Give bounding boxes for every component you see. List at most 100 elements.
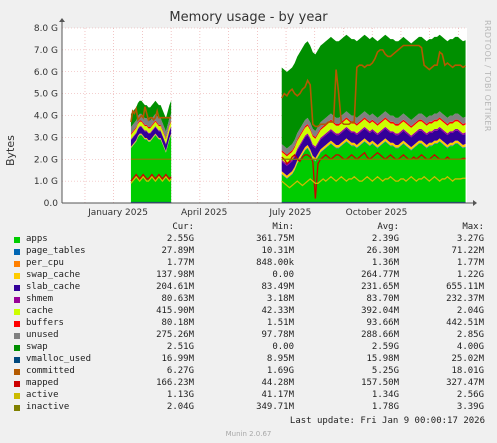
legend-row-slab_cache: slab_cache 204.61M 83.49M 231.65M 655.11M	[12, 282, 492, 294]
legend-swatch	[14, 309, 20, 315]
legend-value-cur: 6.27G	[166, 366, 194, 376]
legend-header-cur: Cur:	[172, 222, 194, 232]
legend-row-shmem: shmem 80.63M 3.18M 83.70M 232.37M	[12, 294, 492, 306]
legend-name: vmalloc_used	[26, 354, 92, 364]
line-active	[281, 175, 466, 189]
legend-value-cur: 2.55G	[166, 234, 194, 244]
legend-row-swap_cache: swap_cache 137.98M 0.00 264.77M 1.22G	[12, 270, 492, 282]
legend-value-max: 3.39G	[456, 402, 484, 412]
legend-row-buffers: buffers 80.18M 1.51M 93.66M 442.51M	[12, 318, 492, 330]
area-swap	[281, 34, 466, 149]
legend-row-committed: committed 6.27G 1.69G 5.25G 18.01G	[12, 366, 492, 378]
legend-value-max: 71.22M	[451, 246, 484, 256]
legend-value-max: 442.51M	[446, 318, 484, 328]
legend-value-cur: 2.51G	[166, 342, 194, 352]
legend-row-page_tables: page_tables 27.89M 10.31M 26.30M 71.22M	[12, 246, 492, 258]
legend-name: per_cpu	[26, 258, 64, 268]
legend-row-mapped: mapped 166.23M 44.28M 157.50M 327.47M	[12, 378, 492, 390]
legend-name: swap	[26, 342, 48, 352]
legend-value-max: 1.77M	[456, 258, 484, 268]
legend-swatch	[14, 393, 20, 399]
legend-name: inactive	[26, 402, 70, 412]
legend-swatch	[14, 261, 20, 267]
legend-swatch	[14, 405, 20, 411]
legend-value-max: 4.00G	[456, 342, 484, 352]
legend-value-min: 1.69G	[266, 366, 294, 376]
legend-name: buffers	[26, 318, 64, 328]
legend-value-avg: 83.70M	[366, 294, 399, 304]
chart-title: Memory usage - by year	[169, 10, 328, 25]
legend-row-per_cpu: per_cpu 1.77M 848.00k 1.36M 1.77M	[12, 258, 492, 270]
legend-value-min: 0.00	[272, 342, 294, 352]
x-tick-label: January 2025	[87, 208, 148, 218]
legend-value-avg: 15.98M	[366, 354, 399, 364]
legend-value-min: 97.78M	[261, 330, 294, 340]
legend-value-cur: 2.04G	[166, 402, 194, 412]
legend-value-avg: 1.34G	[371, 390, 399, 400]
area-apps	[130, 135, 172, 203]
area-slab_cache	[130, 127, 172, 152]
legend-value-max: 25.02M	[451, 354, 484, 364]
x-axis-arrow	[473, 200, 477, 206]
legend-name: shmem	[26, 294, 54, 304]
legend-header-avg: Avg:	[377, 222, 399, 232]
legend-name: mapped	[26, 378, 59, 388]
legend-value-cur: 80.63M	[161, 294, 194, 304]
munin-footer: Munin 2.0.67	[225, 430, 272, 438]
legend-name: page_tables	[26, 246, 86, 256]
legend-swatch	[14, 249, 20, 255]
legend-value-avg: 2.59G	[371, 342, 399, 352]
legend-name: apps	[26, 234, 48, 244]
legend-value-avg: 288.66M	[361, 330, 399, 340]
y-tick-label: 6.0 G	[34, 68, 58, 78]
y-tick-label: 2.0 G	[34, 155, 58, 165]
legend-value-min: 848.00k	[256, 258, 294, 268]
last-update: Last update: Fri Jan 9 00:00:17 2026	[289, 416, 485, 426]
legend-swatch	[14, 333, 20, 339]
rrdtool-watermark: RRDTOOL / TOBI OETIKER	[483, 20, 492, 132]
legend-value-max: 2.04G	[456, 306, 484, 316]
legend-value-max: 232.37M	[446, 294, 484, 304]
legend-value-max: 1.22G	[456, 270, 484, 280]
legend-value-min: 42.33M	[261, 306, 294, 316]
legend-swatch	[14, 357, 20, 363]
legend-value-avg: 93.66M	[366, 318, 399, 328]
legend-swatch	[14, 237, 20, 243]
legend-name: cache	[26, 306, 54, 316]
legend-value-cur: 16.99M	[161, 354, 194, 364]
legend-value-min: 1.51M	[266, 318, 294, 328]
legend-value-cur: 137.98M	[156, 270, 194, 280]
legend-value-max: 327.47M	[446, 378, 484, 388]
legend-value-avg: 2.39G	[371, 234, 399, 244]
legend-row-swap: swap 2.51G 0.00 2.59G 4.00G	[12, 342, 492, 354]
legend-header: Cur: Min: Avg: Max:	[12, 222, 492, 234]
legend-row-vmalloc_used: vmalloc_used 16.99M 8.95M 15.98M 25.02M	[12, 354, 492, 366]
area-swap	[130, 100, 172, 132]
legend-value-cur: 1.77M	[166, 258, 194, 268]
legend-row-active: active 1.13G 41.17M 1.34G 2.56G	[12, 390, 492, 402]
legend-value-cur: 1.13G	[166, 390, 194, 400]
legend-value-min: 8.95M	[266, 354, 294, 364]
legend-name: slab_cache	[26, 282, 81, 292]
line-committed	[130, 105, 172, 123]
legend-value-min: 83.49M	[261, 282, 294, 292]
legend-value-cur: 166.23M	[156, 378, 194, 388]
legend-value-min: 3.18M	[266, 294, 294, 304]
legend-swatch	[14, 381, 20, 387]
legend-value-cur: 27.89M	[161, 246, 194, 256]
legend-value-avg: 26.30M	[366, 246, 399, 256]
legend-value-avg: 157.50M	[361, 378, 399, 388]
legend-swatch	[14, 297, 20, 303]
y-tick-label: 0.0	[44, 199, 59, 209]
legend-row-inactive: inactive 2.04G 349.71M 1.78G 3.39G	[12, 402, 492, 414]
legend-swatch	[14, 345, 20, 351]
x-tick-label: April 2025	[181, 208, 227, 218]
legend-value-min: 0.00	[272, 270, 294, 280]
legend-value-min: 349.71M	[256, 402, 294, 412]
legend-row-cache: cache 415.90M 42.33M 392.04M 2.04G	[12, 306, 492, 318]
legend-name: swap_cache	[26, 270, 81, 280]
y-tick-label: 4.0 G	[34, 112, 58, 122]
legend-value-avg: 5.25G	[371, 366, 399, 376]
